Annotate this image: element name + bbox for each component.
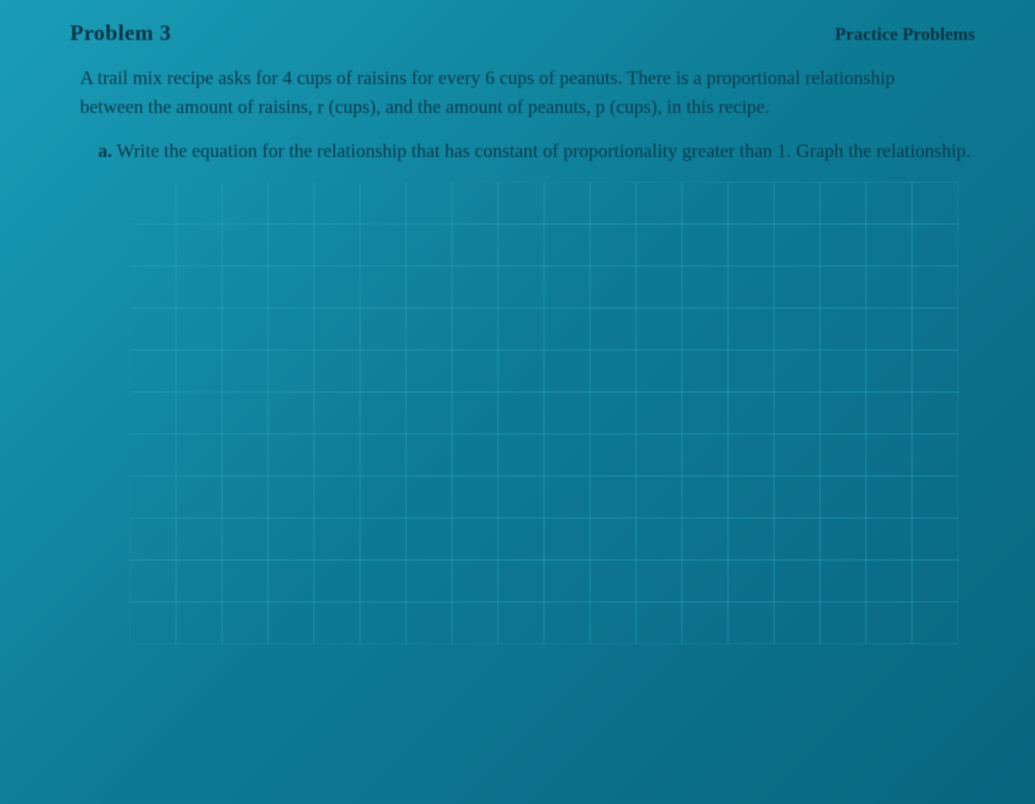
graph-grid — [130, 182, 958, 644]
section-label: Practice Problems — [835, 24, 975, 45]
graph-grid-container — [130, 182, 975, 644]
part-a-label: a. — [98, 141, 112, 162]
worksheet-page: Problem 3 Practice Problems A trail mix … — [0, 0, 1035, 664]
header-row: Problem 3 Practice Problems — [70, 20, 975, 46]
part-a-text: Write the equation for the relationship … — [117, 141, 971, 162]
problem-number: Problem 3 — [70, 20, 171, 46]
problem-intro: A trail mix recipe asks for 4 cups of ra… — [80, 64, 960, 123]
part-a: a. Write the equation for the relationsh… — [98, 137, 975, 166]
